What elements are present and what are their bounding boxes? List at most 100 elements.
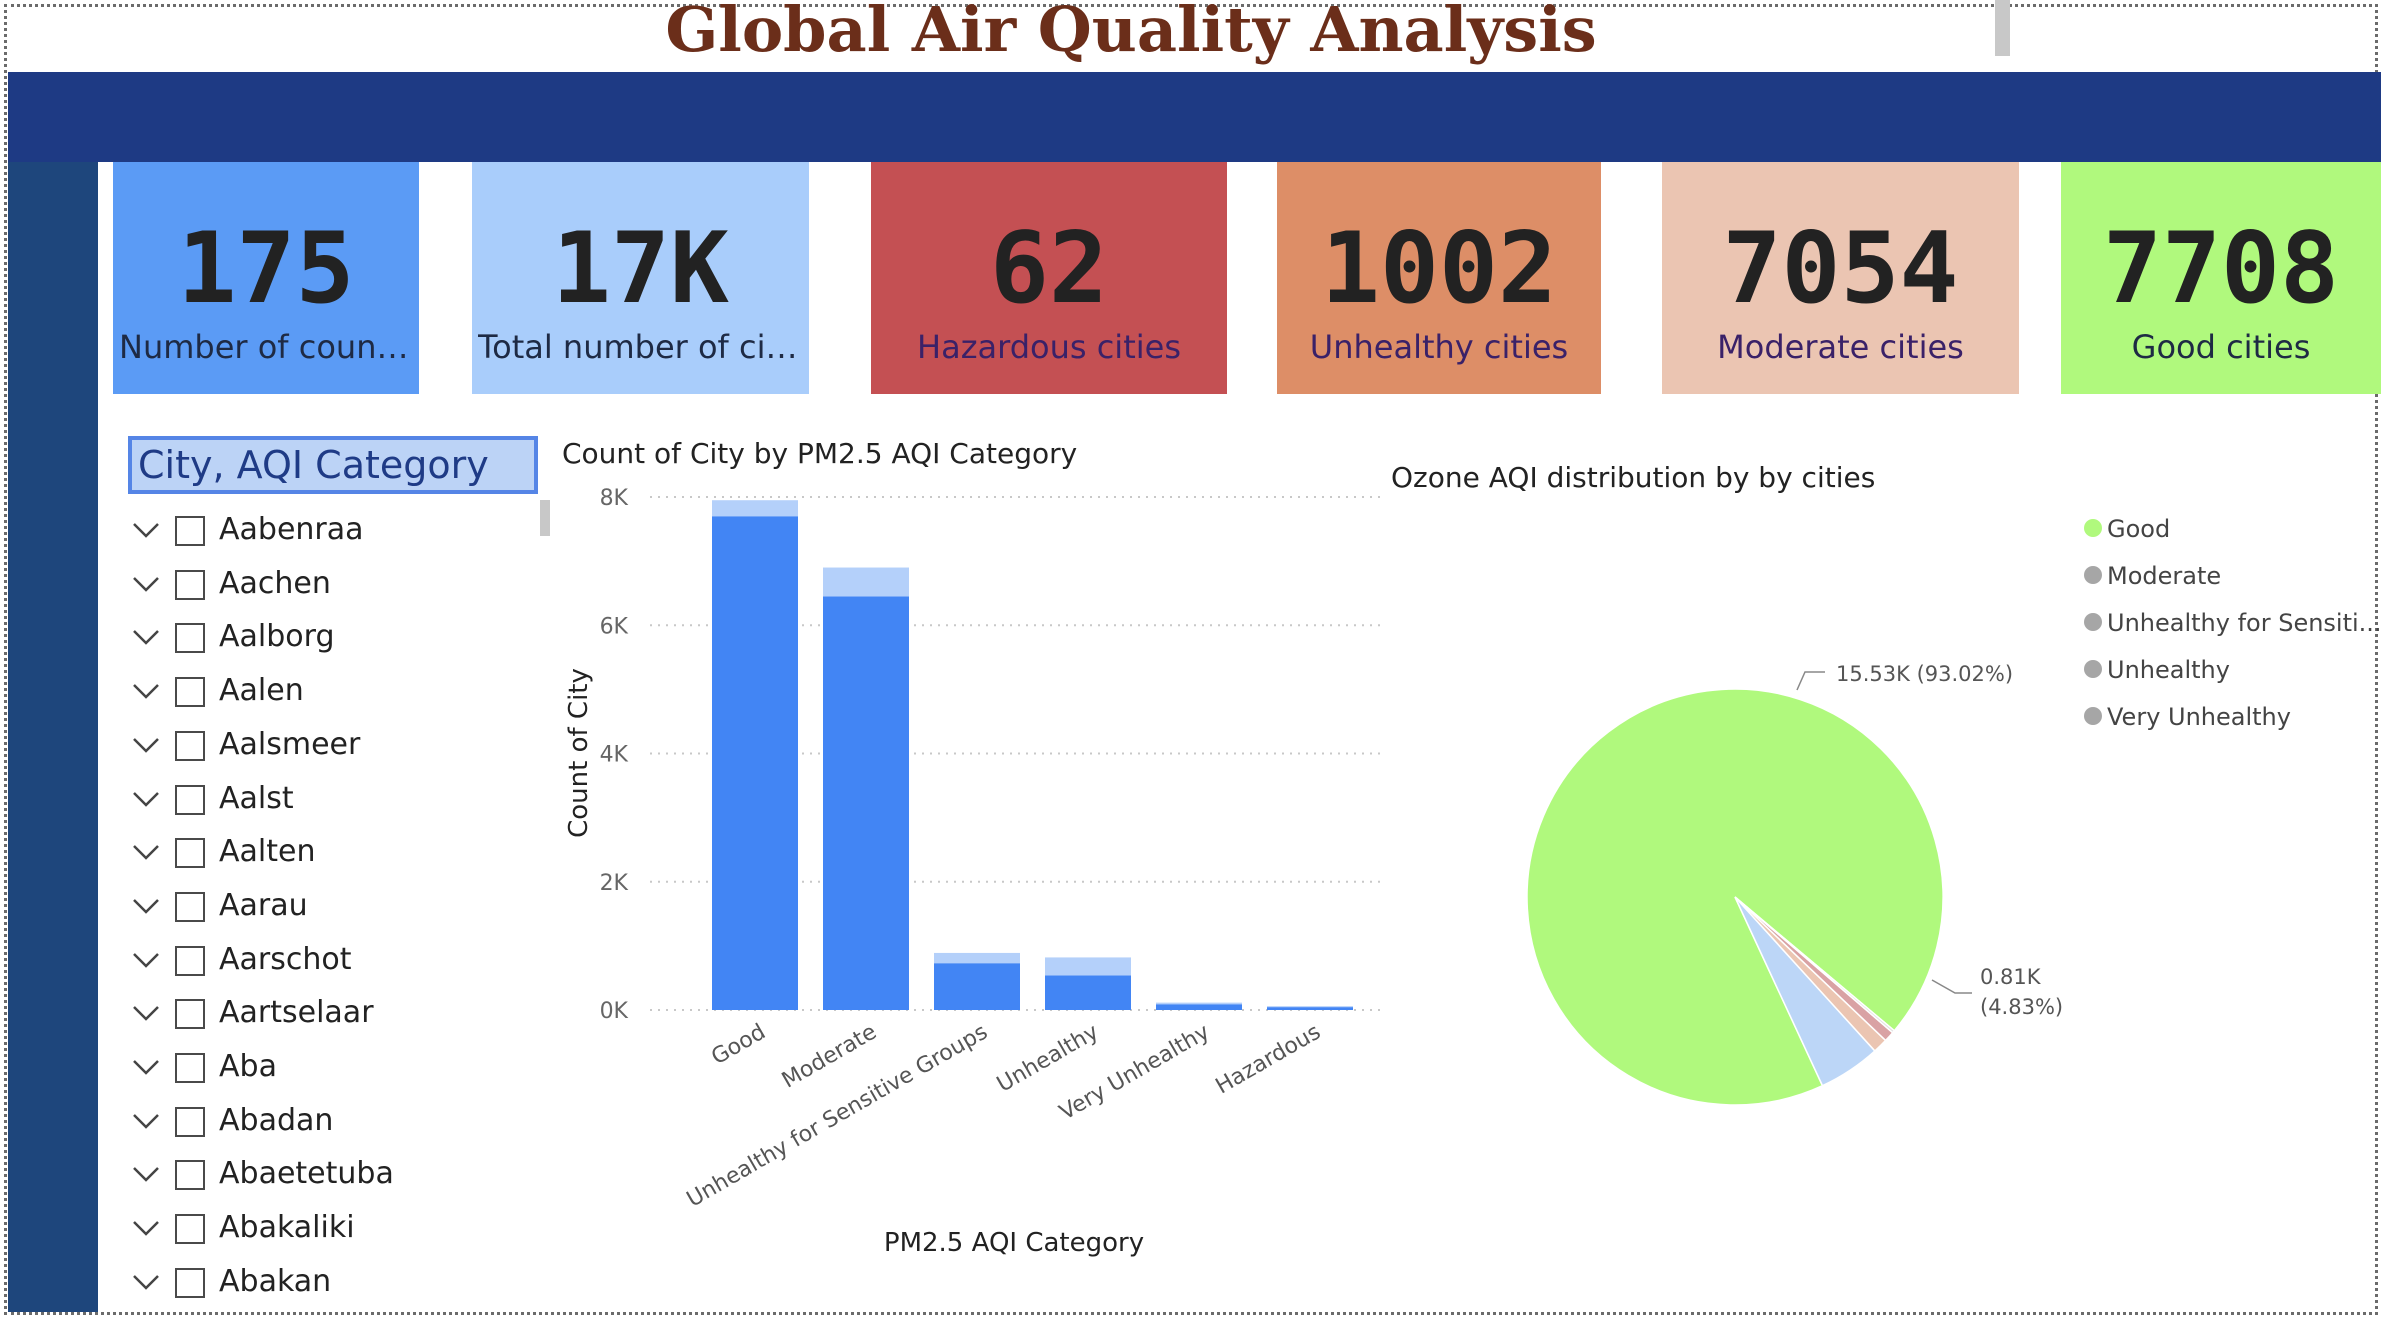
kpi-card-good[interactable]: 7708 Good cities [2061, 162, 2381, 394]
slicer-item[interactable]: Aalen [128, 667, 548, 721]
chevron-down-icon[interactable] [128, 566, 164, 602]
slicer-item-label: Aachen [219, 565, 331, 601]
checkbox[interactable] [175, 945, 205, 976]
checkbox[interactable] [175, 1053, 205, 1083]
chevron-down-icon[interactable] [128, 1264, 164, 1300]
checkbox[interactable] [175, 1267, 205, 1298]
pie-chart: 15.53K (93.02%) 0.81K (4.83%) Good Moderate U… [1526, 515, 2382, 1106]
chevron-down-icon[interactable] [128, 781, 164, 817]
x-axis-label: PM2.5 AQI Category [884, 1228, 1144, 1258]
kpi-label: Unhealthy cities [1309, 328, 1569, 366]
kpi-card-countries[interactable]: 175 Number of count... [113, 162, 419, 394]
y-tick-label: 4K [600, 743, 629, 768]
chevron-down-icon[interactable] [128, 1103, 164, 1139]
legend-label[interactable]: Moderate [2107, 562, 2221, 590]
legend-label[interactable]: Unhealthy for Sensiti... [2107, 609, 2382, 637]
bar[interactable] [712, 516, 798, 1010]
legend-marker[interactable] [2084, 660, 2102, 678]
slicer-item[interactable]: Abaetetuba [128, 1150, 548, 1204]
slicer-item[interactable]: Aartselaar [128, 989, 548, 1043]
legend-marker[interactable] [2084, 566, 2102, 584]
report-title: Global Air Quality Analysis [665, 0, 1597, 66]
slicer-item[interactable]: Abadan [128, 1097, 548, 1151]
checkbox[interactable] [175, 623, 205, 654]
chevron-down-icon[interactable] [128, 1210, 164, 1246]
pie-chart-title: Ozone AQI distribution by by cities [1391, 461, 1876, 494]
kpi-label: Total number of cities [478, 328, 803, 366]
scrollbar-handle[interactable] [1995, 0, 2010, 56]
checkbox[interactable] [175, 1214, 205, 1245]
checkbox[interactable] [175, 516, 205, 546]
y-tick-label: 0K [600, 999, 629, 1024]
kpi-value: 62 [989, 212, 1108, 326]
chevron-down-icon[interactable] [128, 1049, 164, 1085]
bar[interactable] [823, 596, 909, 1010]
checkbox[interactable] [175, 1160, 205, 1191]
pie-data-label: 0.81K [1980, 965, 2042, 989]
checkbox[interactable] [175, 999, 205, 1030]
pie-slice[interactable] [1734, 896, 1896, 1034]
slicer-item-label: Aartselaar [219, 995, 374, 1031]
y-axis-label: Count of City [564, 668, 594, 838]
bar[interactable] [823, 567, 909, 597]
leader-line [1796, 671, 1825, 691]
slicer-item-label: Aalsmeer [219, 726, 361, 762]
legend-label[interactable]: Good [2107, 515, 2170, 543]
kpi-card-moderate[interactable]: 7054 Moderate cities [1662, 162, 2019, 394]
slicer-item[interactable]: Aalborg [128, 613, 548, 667]
slicer-item[interactable]: Aalsmeer [128, 721, 548, 775]
chevron-down-icon[interactable] [128, 995, 164, 1031]
chevron-down-icon[interactable] [128, 727, 164, 763]
checkbox[interactable] [175, 838, 205, 869]
legend-label[interactable]: Very Unhealthy [2107, 703, 2291, 731]
checkbox[interactable] [175, 891, 205, 922]
bar[interactable] [1156, 1002, 1242, 1005]
bar[interactable] [934, 963, 1020, 1010]
checkbox[interactable] [175, 569, 205, 600]
bar[interactable] [1045, 957, 1131, 976]
slicer-scrollbar[interactable] [540, 500, 550, 536]
kpi-card-hazardous[interactable]: 62 Hazardous cities [871, 162, 1227, 394]
bar[interactable] [1156, 1004, 1242, 1010]
chevron-down-icon[interactable] [128, 942, 164, 978]
slicer-item[interactable]: Abakan [128, 1258, 548, 1312]
checkbox[interactable] [175, 730, 205, 761]
y-tick-label: 2K [600, 871, 629, 896]
chevron-down-icon[interactable] [128, 888, 164, 924]
bar[interactable] [1267, 1007, 1353, 1010]
slicer-item[interactable]: Aarschot [128, 936, 548, 990]
slicer-header[interactable]: City, AQI Category [128, 436, 538, 494]
slicer-item[interactable]: Aba [128, 1043, 548, 1097]
bar[interactable] [934, 952, 1020, 964]
legend-marker[interactable] [2084, 613, 2102, 631]
slicer-item-label: Abaetetuba [219, 1156, 394, 1192]
chevron-down-icon[interactable] [128, 512, 164, 548]
kpi-value: 7054 [1722, 212, 1959, 326]
checkbox[interactable] [175, 677, 205, 708]
kpi-value: 1002 [1320, 212, 1557, 326]
slicer-item[interactable]: Aalten [128, 828, 548, 882]
legend-marker[interactable] [2084, 707, 2102, 725]
slicer-item[interactable]: Abakaliki [128, 1204, 548, 1258]
chevron-down-icon[interactable] [128, 1156, 164, 1192]
checkbox[interactable] [175, 784, 205, 815]
slicer-item-label: Abadan [219, 1102, 334, 1138]
kpi-value: 175 [177, 212, 355, 326]
slicer-item-label: Aalen [219, 673, 304, 709]
legend-marker[interactable] [2084, 519, 2102, 537]
chevron-down-icon[interactable] [128, 834, 164, 870]
kpi-card-total-cities[interactable]: 17K Total number of cities [472, 162, 809, 394]
slicer-item-label: Aalst [219, 780, 294, 816]
chevron-down-icon[interactable] [128, 619, 164, 655]
bar[interactable] [712, 500, 798, 517]
slicer-item[interactable]: Aachen [128, 560, 548, 614]
slicer-item[interactable]: Aarau [128, 882, 548, 936]
legend-label[interactable]: Unhealthy [2107, 656, 2230, 684]
bar[interactable] [1267, 1006, 1353, 1008]
checkbox[interactable] [175, 1106, 205, 1137]
chevron-down-icon[interactable] [128, 673, 164, 709]
slicer-item[interactable]: Aalst [128, 775, 548, 829]
bar[interactable] [1045, 975, 1131, 1010]
slicer-item[interactable]: Aabenraa [128, 506, 548, 560]
kpi-card-unhealthy[interactable]: 1002 Unhealthy cities [1277, 162, 1601, 394]
